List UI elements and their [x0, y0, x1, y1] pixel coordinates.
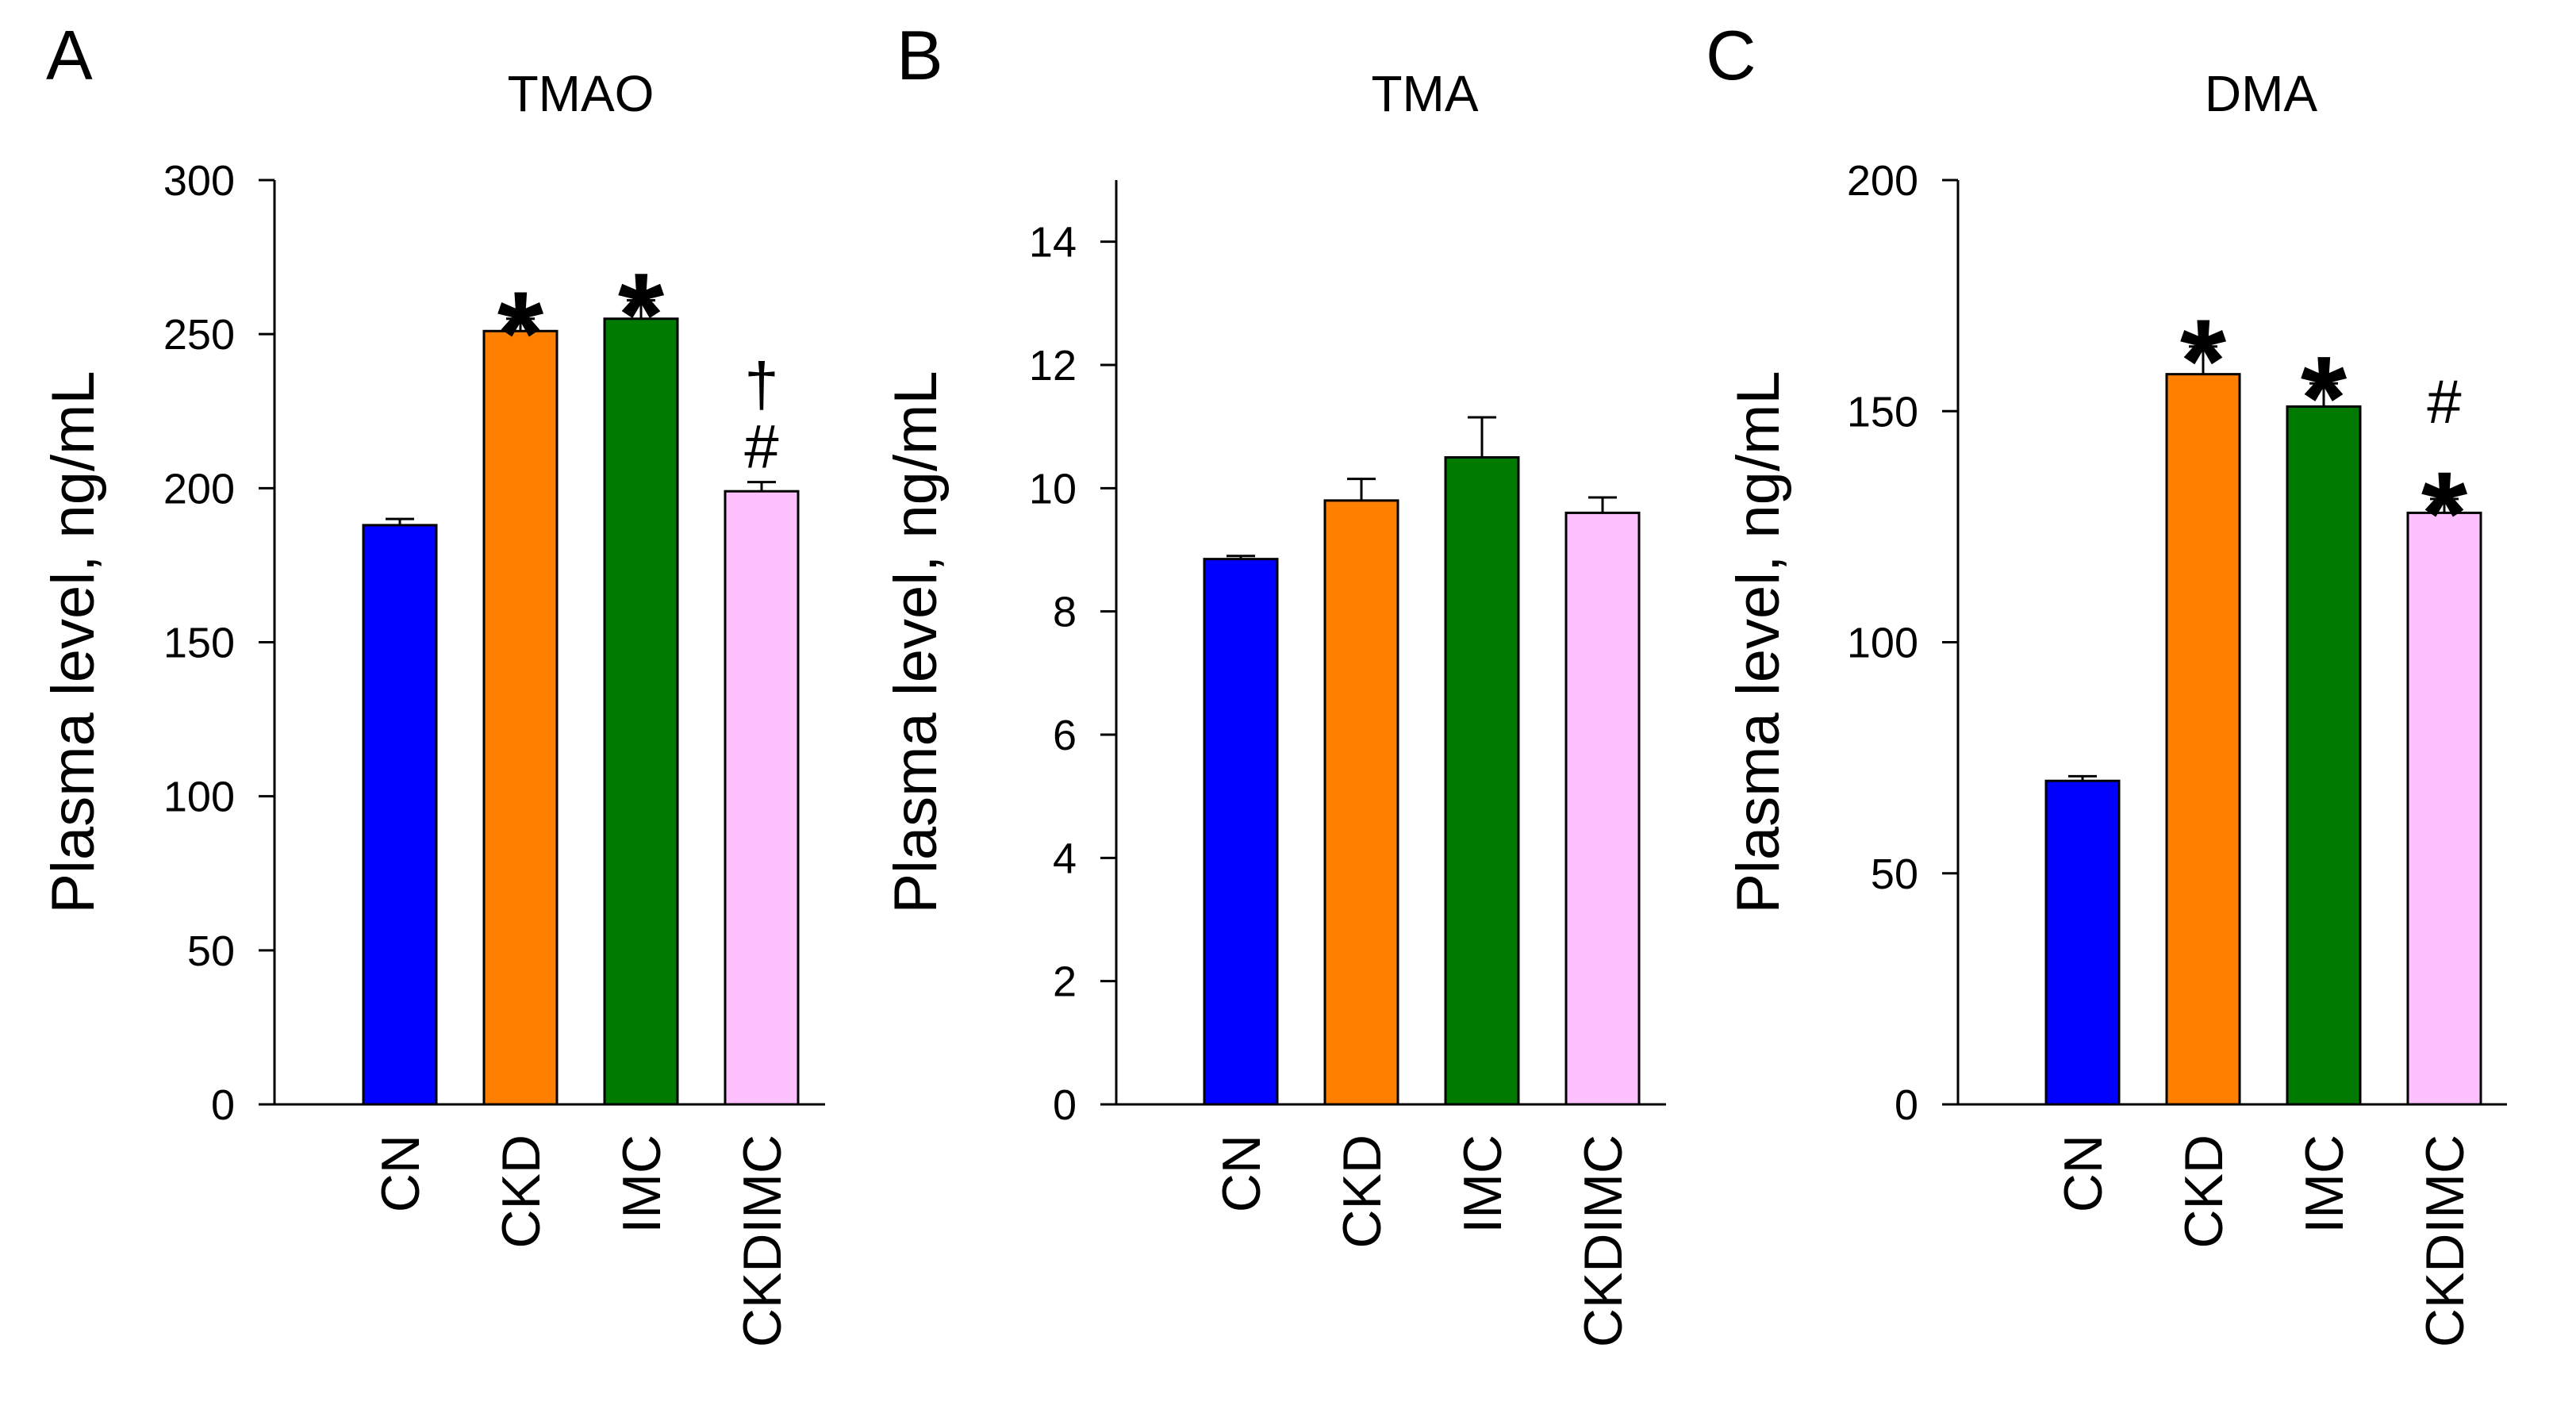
- significance-star-annotation: *: [2180, 294, 2227, 428]
- bar-cn: [2044, 779, 2121, 1106]
- x-tick-label-imc: IMC: [2294, 1135, 2355, 1234]
- y-tick-label: 4: [1053, 835, 1077, 882]
- y-axis-label: Plasma level, ng/mL: [40, 371, 107, 913]
- bar-ckdimc: [724, 490, 800, 1106]
- x-tick-label-ckdimc: CKDIMC: [1573, 1135, 1634, 1347]
- y-axis-label: Plasma level, ng/mL: [1725, 371, 1792, 913]
- hash-annotation: #: [2427, 367, 2461, 436]
- y-tick-label: 300: [163, 157, 235, 205]
- x-tick-label-ckd: CKD: [1332, 1135, 1392, 1249]
- y-tick-label: 200: [163, 465, 235, 513]
- bar-ckd: [482, 329, 559, 1106]
- x-tick-label-imc: IMC: [612, 1135, 672, 1234]
- y-tick-label: 150: [163, 620, 235, 667]
- x-tick-label-cn: CN: [370, 1135, 431, 1212]
- y-tick-label: 200: [1847, 157, 1918, 205]
- y-tick-label: 10: [1029, 465, 1077, 513]
- panel-letter: C: [1706, 16, 1756, 94]
- x-tick-label-cn: CN: [2053, 1135, 2113, 1212]
- chart-title: TMAO: [508, 65, 655, 122]
- y-tick-label: 14: [1029, 219, 1077, 267]
- y-tick-label: 250: [163, 311, 235, 359]
- bar-ckd: [1323, 499, 1399, 1106]
- panel-c-chart: C DMA Plasma level, ng/mL 0 50 100 150 200 CN CKD…: [1706, 16, 2507, 1347]
- bar-ckd: [2165, 373, 2241, 1106]
- y-tick-label: 0: [1053, 1081, 1077, 1129]
- significance-star-annotation: *: [618, 248, 665, 381]
- y-tick-label: 50: [187, 927, 235, 975]
- panel-letter: A: [46, 16, 93, 94]
- bar-imc: [1444, 456, 1520, 1106]
- hash-annotation: #: [744, 412, 778, 482]
- significance-star-annotation: *: [2421, 447, 2468, 580]
- y-tick-label: 150: [1847, 388, 1918, 436]
- y-tick-label: 100: [163, 774, 235, 821]
- x-tick-label-ckdimc: CKDIMC: [732, 1135, 793, 1347]
- bar-cn: [1203, 558, 1279, 1106]
- y-tick-label: 100: [1847, 620, 1918, 667]
- dagger-annotation: †: [744, 350, 778, 420]
- x-tick-label-ckdimc: CKDIMC: [2415, 1135, 2475, 1347]
- bar-ckdimc: [1564, 511, 1641, 1106]
- x-tick-label-ckd: CKD: [2174, 1135, 2234, 1249]
- chart-title: TMA: [1371, 65, 1478, 122]
- bar-ckdimc: [2406, 511, 2482, 1106]
- chart-title: DMA: [2205, 65, 2318, 122]
- y-tick-label: 0: [1895, 1081, 1918, 1129]
- y-tick-label: 50: [1871, 850, 1918, 898]
- bar-imc: [603, 317, 679, 1106]
- y-axis-label: Plasma level, ng/mL: [882, 371, 950, 913]
- y-tick-label: 2: [1053, 958, 1077, 1006]
- significance-star-annotation: *: [497, 267, 544, 400]
- bar-imc: [2286, 405, 2362, 1106]
- bar-cn: [362, 524, 438, 1106]
- x-tick-label-imc: IMC: [1453, 1135, 1513, 1234]
- panel-letter: B: [896, 16, 943, 94]
- y-tick-label: 6: [1053, 712, 1077, 759]
- y-tick-label: 8: [1053, 589, 1077, 636]
- y-tick-label: 0: [211, 1081, 235, 1129]
- x-tick-label-cn: CN: [1211, 1135, 1272, 1212]
- significance-star-annotation: *: [2301, 331, 2348, 464]
- panel-a-chart: A TMAO Plasma level, ng/mL 0 50 100 150 200 250 3…: [40, 16, 825, 1347]
- x-tick-label-ckd: CKD: [491, 1135, 551, 1249]
- y-tick-label: 12: [1029, 342, 1077, 390]
